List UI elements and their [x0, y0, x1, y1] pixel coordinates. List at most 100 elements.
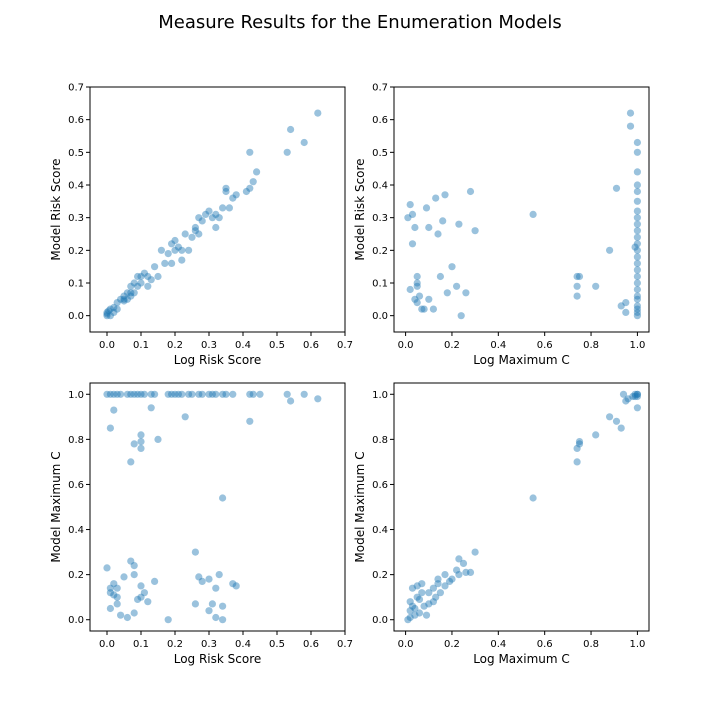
data-point	[453, 566, 461, 574]
data-point	[157, 246, 165, 254]
data-point	[130, 390, 138, 398]
data-point	[212, 223, 220, 232]
data-point	[415, 609, 424, 617]
data-point	[622, 308, 630, 316]
data-point	[134, 390, 142, 398]
data-point	[466, 568, 475, 577]
data-point	[212, 613, 220, 622]
x-tick-label: 1.0	[629, 340, 645, 351]
y-tick-label: 0.4	[372, 181, 388, 192]
data-point	[106, 390, 114, 398]
data-point	[408, 240, 417, 248]
data-point	[622, 299, 630, 307]
data-point	[106, 312, 114, 320]
data-point	[171, 246, 179, 254]
data-point	[439, 217, 447, 225]
points-2	[404, 109, 642, 320]
data-point	[283, 148, 291, 156]
data-point	[406, 598, 414, 606]
data-point	[633, 138, 642, 147]
data-point	[529, 494, 537, 502]
data-point	[573, 458, 581, 466]
y-tick-label: 0.5	[372, 148, 388, 159]
data-point	[198, 217, 206, 225]
data-point	[633, 292, 642, 300]
data-point	[429, 584, 437, 592]
data-point	[573, 292, 581, 300]
data-point	[229, 390, 237, 398]
data-point	[178, 256, 186, 264]
data-point	[130, 609, 138, 617]
x-tick-label: 0.6	[303, 639, 319, 650]
data-point	[130, 571, 138, 579]
data-point	[113, 593, 121, 601]
data-point	[219, 602, 227, 610]
x-tick-label: 0.6	[303, 340, 319, 351]
data-point	[606, 413, 614, 421]
data-point	[631, 390, 639, 398]
data-point	[110, 303, 118, 312]
data-point	[120, 295, 128, 303]
data-point	[222, 390, 230, 398]
points-3	[103, 390, 322, 624]
data-point	[127, 557, 135, 565]
y-tick-label: 0.2	[68, 570, 84, 581]
data-point	[198, 390, 206, 398]
data-point	[202, 210, 210, 218]
data-point	[222, 187, 230, 196]
data-point	[406, 607, 414, 615]
y-tick-label: 0.1	[372, 279, 388, 290]
data-point	[188, 390, 196, 398]
data-point	[127, 282, 135, 290]
data-point	[314, 109, 322, 117]
data-point	[573, 444, 581, 452]
data-point	[287, 125, 295, 134]
data-point	[249, 390, 257, 398]
x-tick-label: 0.0	[99, 639, 115, 650]
data-point	[631, 243, 639, 251]
x-tick-label: 0.3	[201, 639, 217, 650]
y-tick-label: 0.7	[68, 83, 84, 94]
data-point	[195, 230, 203, 238]
y-tick-label: 0.2	[68, 246, 84, 257]
data-point	[137, 279, 145, 287]
data-point	[633, 246, 642, 254]
data-point	[103, 564, 111, 572]
data-point	[633, 279, 642, 287]
data-point	[249, 178, 257, 186]
x-axis-label: Log Maximum C	[473, 353, 570, 367]
data-point	[137, 272, 145, 281]
data-point	[471, 227, 479, 235]
data-point	[106, 305, 114, 313]
data-point	[411, 223, 419, 232]
data-point	[406, 285, 414, 294]
scatter-panel-1: 0.0 0.1 0.2 0.3 0.4 0.5 0.6 0.7 0.0 0.1 0.2 0.3 0.4 0…	[49, 83, 353, 368]
y-tick-label: 0.8	[372, 435, 388, 446]
y-tick-label: 0.7	[372, 83, 388, 94]
data-point	[123, 390, 131, 398]
data-point	[404, 214, 412, 222]
data-point	[178, 390, 186, 398]
data-point	[174, 243, 182, 251]
data-point	[617, 302, 625, 310]
scatter-panel-3: 0.0 0.1 0.2 0.3 0.4 0.5 0.6 0.7 0.0 0.2 0.4 0.6 0.8 1…	[49, 382, 353, 666]
data-point	[123, 613, 131, 622]
data-point	[185, 246, 193, 254]
data-point	[256, 390, 264, 398]
x-tick-label: 0.4	[235, 639, 251, 650]
y-tick-label: 0.2	[372, 570, 388, 581]
data-point	[123, 295, 131, 303]
data-point	[592, 431, 600, 439]
data-point	[418, 589, 426, 597]
data-point	[633, 392, 642, 401]
data-point	[208, 214, 216, 222]
data-point	[633, 404, 642, 412]
data-point	[130, 440, 138, 448]
y-tick-label: 0.0	[68, 311, 84, 322]
x-tick-label: 0.8	[583, 340, 599, 351]
data-point	[455, 571, 463, 579]
data-point	[154, 272, 162, 281]
data-point	[633, 187, 642, 196]
